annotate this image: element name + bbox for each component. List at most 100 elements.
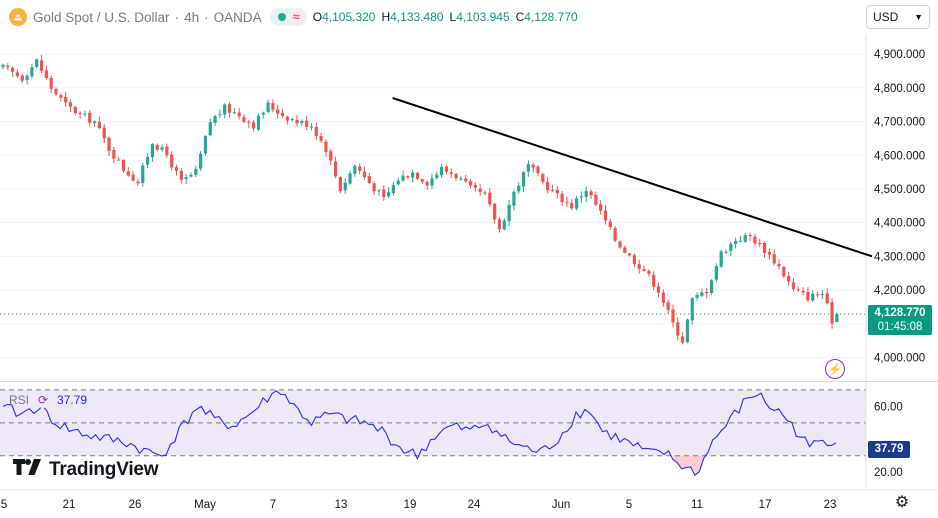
candle[interactable] xyxy=(141,162,145,187)
candle[interactable] xyxy=(348,170,352,185)
candle[interactable] xyxy=(276,104,280,119)
candle[interactable] xyxy=(782,265,786,279)
candle[interactable] xyxy=(290,117,294,122)
candle[interactable] xyxy=(97,116,101,130)
trend-line[interactable] xyxy=(392,97,873,258)
candle[interactable] xyxy=(758,238,762,247)
candle[interactable] xyxy=(343,178,347,194)
candle[interactable] xyxy=(570,199,574,211)
candle[interactable] xyxy=(613,225,617,243)
candle[interactable] xyxy=(237,107,241,120)
candle[interactable] xyxy=(815,291,820,298)
candle[interactable] xyxy=(468,178,473,189)
broker-label[interactable]: OANDA xyxy=(213,9,262,25)
candle[interactable] xyxy=(656,282,661,298)
candle[interactable] xyxy=(435,172,439,180)
candle[interactable] xyxy=(30,63,34,79)
candle[interactable] xyxy=(507,199,511,227)
tradingview-logo[interactable]: TradingView xyxy=(11,456,159,483)
rsi-label[interactable]: RSI xyxy=(9,393,30,407)
lightning-icon[interactable]: ⚡ xyxy=(825,359,845,379)
candle[interactable] xyxy=(261,111,265,119)
candle[interactable] xyxy=(488,188,492,207)
candle[interactable] xyxy=(112,146,116,164)
candle[interactable] xyxy=(401,170,405,183)
candle[interactable] xyxy=(121,159,126,173)
candle[interactable] xyxy=(546,176,550,194)
candle[interactable] xyxy=(309,123,314,131)
symbol-name[interactable]: Gold Spot / U.S. Dollar xyxy=(33,9,170,25)
candle[interactable] xyxy=(362,166,367,180)
candle[interactable] xyxy=(92,120,97,128)
candle[interactable] xyxy=(367,172,371,184)
candle[interactable] xyxy=(753,233,757,246)
candle[interactable] xyxy=(295,115,299,127)
candle[interactable] xyxy=(618,240,622,249)
candle[interactable] xyxy=(550,184,555,192)
candle[interactable] xyxy=(483,190,487,196)
candle[interactable] xyxy=(280,108,285,119)
candle[interactable] xyxy=(493,202,497,224)
candle[interactable] xyxy=(358,163,362,175)
price-chart[interactable]: 4,000.0004,100.0004,200.0004,300.0004,40… xyxy=(0,0,938,382)
interval-label[interactable]: 4h xyxy=(184,9,200,25)
candle[interactable] xyxy=(213,114,217,126)
candle[interactable] xyxy=(146,153,150,169)
candle[interactable] xyxy=(666,300,670,315)
candle[interactable] xyxy=(20,73,24,83)
candle[interactable] xyxy=(406,175,410,180)
candle[interactable] xyxy=(126,167,130,177)
candle[interactable] xyxy=(464,174,468,184)
candle[interactable] xyxy=(748,232,752,241)
candle[interactable] xyxy=(637,259,641,274)
candle[interactable] xyxy=(594,191,598,207)
candle[interactable] xyxy=(584,186,588,202)
candle[interactable] xyxy=(83,110,87,117)
candle[interactable] xyxy=(565,196,569,207)
candle[interactable] xyxy=(266,99,270,114)
candle[interactable] xyxy=(801,287,805,296)
candle[interactable] xyxy=(68,99,73,112)
candle[interactable] xyxy=(681,332,685,345)
candle[interactable] xyxy=(78,111,82,119)
candle[interactable] xyxy=(174,164,179,176)
candle[interactable] xyxy=(497,217,502,233)
candle[interactable] xyxy=(425,180,429,190)
gold-symbol-icon[interactable] xyxy=(9,8,27,26)
candle[interactable] xyxy=(387,186,391,199)
candle[interactable] xyxy=(531,162,535,173)
candle[interactable] xyxy=(314,122,318,140)
candle[interactable] xyxy=(830,298,834,329)
candle[interactable] xyxy=(25,74,29,85)
candle[interactable] xyxy=(685,318,690,344)
candle[interactable] xyxy=(44,65,48,80)
candle[interactable] xyxy=(555,186,559,199)
candle[interactable] xyxy=(372,180,376,195)
candle[interactable] xyxy=(719,249,723,268)
candle[interactable] xyxy=(772,248,776,266)
candle[interactable] xyxy=(454,172,458,181)
candle[interactable] xyxy=(820,290,824,300)
candle[interactable] xyxy=(73,105,77,116)
candle[interactable] xyxy=(512,190,516,211)
candle[interactable] xyxy=(252,119,256,132)
candle[interactable] xyxy=(117,156,121,161)
candle[interactable] xyxy=(705,288,709,299)
candle[interactable] xyxy=(107,136,111,157)
candle[interactable] xyxy=(628,252,632,257)
candle[interactable] xyxy=(102,124,106,143)
candle[interactable] xyxy=(661,289,665,307)
candle[interactable] xyxy=(714,263,718,283)
candle[interactable] xyxy=(1,63,5,70)
candle[interactable] xyxy=(787,271,791,286)
candle[interactable] xyxy=(709,279,714,295)
candle[interactable] xyxy=(329,148,333,166)
candle[interactable] xyxy=(131,171,135,182)
candle[interactable] xyxy=(54,87,58,96)
price-axis[interactable]: 4,000.0004,100.0004,200.0004,300.0004,40… xyxy=(874,49,925,364)
candle[interactable] xyxy=(796,286,800,292)
candle[interactable] xyxy=(599,199,603,215)
candle[interactable] xyxy=(199,150,203,172)
